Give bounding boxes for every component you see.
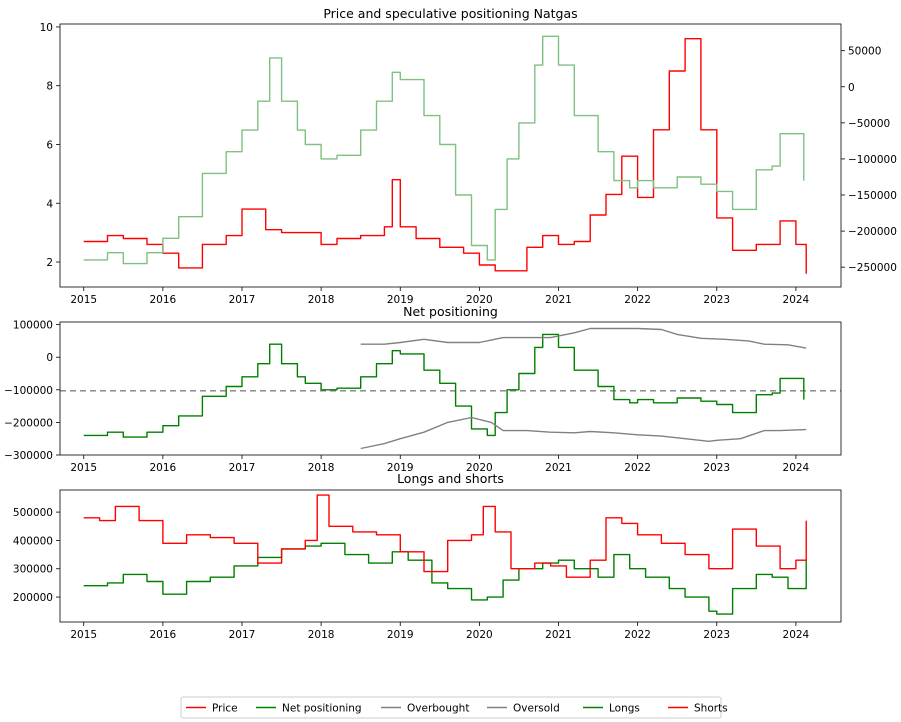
legend-box <box>180 696 722 719</box>
x-tick-label: 2020 <box>466 462 493 474</box>
x-tick-label: 2023 <box>703 294 730 306</box>
x-tick-label: 2018 <box>308 294 335 306</box>
series-line-price <box>83 38 807 274</box>
series-line-shorts <box>83 494 807 578</box>
x-tick-label: 2017 <box>229 462 256 474</box>
x-tick-label: 2019 <box>387 462 414 474</box>
x-tick-label: 2024 <box>783 462 810 474</box>
y-tick-label: −200000 <box>4 417 53 429</box>
x-tick-label: 2016 <box>150 462 177 474</box>
legend-label: Overbought <box>407 703 469 715</box>
x-tick-label: 2017 <box>229 629 256 641</box>
series-line-overbought <box>360 327 807 349</box>
axes-frame <box>59 23 842 288</box>
x-tick-label: 2024 <box>783 294 810 306</box>
y-tick-label: −300000 <box>4 450 53 462</box>
y-right-tick-label: −200000 <box>848 226 897 238</box>
y-right-tick-label: −100000 <box>848 154 897 166</box>
x-tick-label: 2023 <box>703 462 730 474</box>
y-tick-label: 300000 <box>13 564 53 576</box>
x-tick-label: 2018 <box>308 462 335 474</box>
x-tick-label: 2015 <box>70 629 97 641</box>
legend-label: Price <box>212 703 238 715</box>
series-line-oversold <box>360 416 807 450</box>
y-right-tick-label: 0 <box>848 82 855 94</box>
axes-frame <box>59 489 842 623</box>
x-tick-label: 2021 <box>545 294 572 306</box>
x-tick-label: 2016 <box>150 294 177 306</box>
y-tick-label: 500000 <box>13 507 53 519</box>
series-group <box>83 494 807 615</box>
x-tick-label: 2016 <box>150 629 177 641</box>
x-tick-label: 2020 <box>466 294 493 306</box>
series-group <box>60 327 841 450</box>
legend-entry: Overbought <box>381 703 469 715</box>
y-tick-label: 2 <box>46 257 53 269</box>
subplot-2: Net positioning 2015 2016 2017 2018 2019 2020 2… <box>4 304 842 474</box>
x-tick-label: 2018 <box>308 629 335 641</box>
x-tick-label: 2017 <box>229 294 256 306</box>
subplot-3: Longs and shorts 2015 2016 2017 2018 2019 2020… <box>13 471 842 641</box>
y-tick-label: 10 <box>40 22 53 34</box>
y-right-tick-label: 50000 <box>848 46 881 58</box>
x-tick-label: 2022 <box>624 462 651 474</box>
legend: Price Net positioning Overbought Oversold Lo… <box>180 696 728 719</box>
y-tick-label: 400000 <box>13 535 53 547</box>
x-tick-label: 2024 <box>783 629 810 641</box>
y-tick-label: 100000 <box>13 320 53 332</box>
x-tick-label: 2021 <box>545 629 572 641</box>
y-tick-label: −100000 <box>4 385 53 397</box>
x-tick-label: 2019 <box>387 294 414 306</box>
subplot-1: Price and speculative positioning Natgas… <box>40 6 897 306</box>
chart-title: Price and speculative positioning Natgas <box>323 6 577 21</box>
y-tick-label: 4 <box>46 198 53 210</box>
y-right-tick-label: −50000 <box>848 118 890 130</box>
plot-area: Price and speculative positioning Natgas… <box>4 6 897 641</box>
series-line-longs <box>83 542 807 615</box>
chart-title: Longs and shorts <box>397 471 504 486</box>
chart-title: Net positioning <box>403 304 498 319</box>
series-group <box>83 35 807 274</box>
axes-frame <box>59 321 842 456</box>
x-tick-label: 2021 <box>545 462 572 474</box>
x-tick-label: 2023 <box>703 629 730 641</box>
legend-label: Longs <box>609 703 640 715</box>
y-right-tick-label: −250000 <box>848 262 897 274</box>
x-tick-label: 2022 <box>624 294 651 306</box>
legend-entry: Net positioning <box>256 703 362 715</box>
legend-entry: Longs <box>583 703 640 715</box>
series-line-net-positioning <box>83 333 805 438</box>
legend-entry: Oversold <box>487 703 560 715</box>
series-line-net-positioning <box>83 35 805 265</box>
x-tick-label: 2015 <box>70 294 97 306</box>
y-tick-label: 8 <box>46 81 53 93</box>
legend-entry: Shorts <box>668 703 728 715</box>
x-tick-label: 2020 <box>466 629 493 641</box>
y-right-tick-label: −150000 <box>848 190 897 202</box>
y-tick-label: 0 <box>46 352 53 364</box>
legend-entry: Price <box>186 703 238 715</box>
y-tick-label: 200000 <box>13 592 53 604</box>
legend-label: Oversold <box>513 703 560 715</box>
x-tick-label: 2019 <box>387 629 414 641</box>
x-tick-label: 2015 <box>70 462 97 474</box>
legend-label: Net positioning <box>282 703 362 715</box>
legend-label: Shorts <box>694 703 728 715</box>
x-tick-label: 2022 <box>624 629 651 641</box>
y-tick-label: 6 <box>46 139 53 151</box>
